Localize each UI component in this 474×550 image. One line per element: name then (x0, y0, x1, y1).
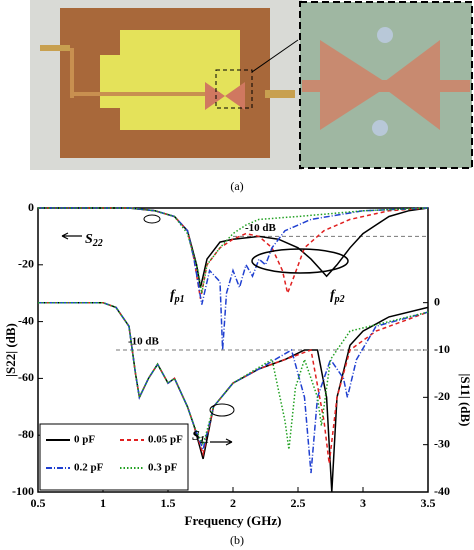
y2-tick-label: 0 (434, 294, 440, 308)
arrow (210, 438, 233, 446)
y2-tick-label: -40 (434, 484, 450, 498)
y-tick-label: 0 (28, 200, 34, 214)
y-tick-label: -40 (18, 313, 34, 327)
y-axis-label: |S22| (dB) (3, 323, 18, 377)
photo (30, 0, 473, 170)
annotation-sub: 22 (92, 238, 103, 249)
annotation-base: f (330, 288, 336, 303)
annotation-base: S (192, 429, 200, 444)
y2-tick-label: -30 (434, 436, 450, 450)
y-tick-label: -100 (12, 484, 34, 498)
reference-label: -10 dB (245, 222, 277, 234)
legend-label: 0 pF (74, 434, 95, 446)
series-line (38, 207, 429, 300)
annotation-sub: p1 (174, 294, 185, 305)
x-tick-label: 1.5 (161, 496, 176, 510)
caption: (a) (230, 179, 243, 193)
annotation: S22 (85, 232, 103, 249)
x-tick-label: 3.5 (421, 496, 436, 510)
x-tick-label: 2 (230, 496, 236, 510)
x-tick-label: 2.5 (291, 496, 306, 510)
series-line (38, 301, 429, 474)
annotation: fp2 (330, 288, 345, 305)
y2-tick-label: -10 (434, 342, 450, 356)
legend-label: 0.2 pF (74, 462, 104, 474)
annotation-sub: 11 (200, 435, 209, 446)
arrow (61, 232, 82, 240)
y2-tick-label: -20 (434, 389, 450, 403)
marker-ellipse (209, 403, 235, 417)
marker-ellipse (143, 214, 161, 224)
legend-label: 0.05 pF (148, 434, 183, 446)
x-tick-label: 0.5 (31, 496, 46, 510)
x-tick-label: 3 (360, 496, 366, 510)
annotation: fp1 (170, 288, 185, 305)
series-line (38, 207, 429, 351)
y-tick-label: -20 (18, 257, 34, 271)
x-tick-label: 1 (100, 496, 106, 510)
series-line (38, 301, 429, 450)
caption: (b) (230, 533, 244, 547)
annotation: S11 (192, 429, 209, 446)
annotation-base: S (85, 232, 93, 247)
x-axis-label: Frequency (GHz) (185, 513, 282, 528)
reference-label: -10 dB (128, 336, 160, 348)
y-tick-label: -80 (18, 427, 34, 441)
marker-ellipse (251, 248, 349, 274)
annotation-base: f (170, 288, 176, 303)
y-tick-label: -60 (18, 370, 34, 384)
legend-label: 0.3 pF (148, 462, 178, 474)
annotation-sub: p2 (334, 294, 345, 305)
legend-box (39, 423, 189, 491)
series-line (38, 207, 429, 294)
y2-axis-label: |S11| (dB) (458, 373, 473, 426)
series-line (38, 301, 429, 464)
